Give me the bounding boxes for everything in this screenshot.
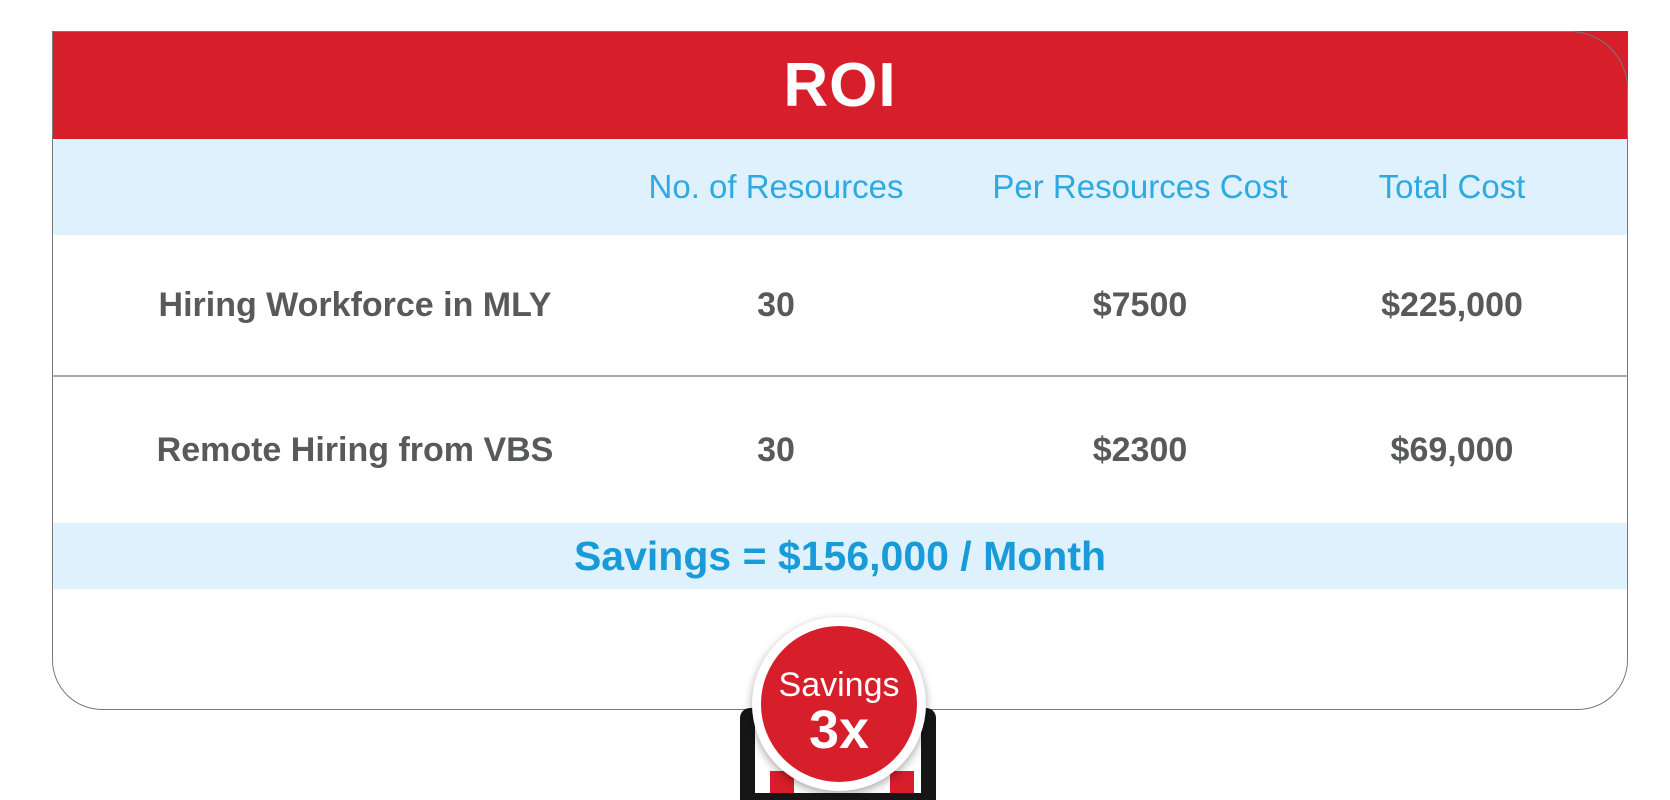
row-total-cost-value: $69,000 bbox=[1390, 430, 1514, 469]
row-divider bbox=[52, 375, 1628, 377]
row-per-cost-value: $2300 bbox=[1092, 430, 1188, 469]
row-per-cost-value: $7500 bbox=[1092, 285, 1188, 324]
badge-label: Savings bbox=[778, 666, 900, 704]
badge-backdrop-red-accent bbox=[770, 771, 794, 793]
savings-banner: Savings = $156,000 / Month bbox=[52, 523, 1628, 589]
savings-badge: Savings 3x bbox=[752, 617, 926, 791]
table-row-hiring-mly: Hiring Workforce in MLY 30 $7500 $225,00… bbox=[52, 235, 1628, 375]
table-row-remote-vbs: Remote Hiring from VBS 30 $2300 $69,000 bbox=[52, 377, 1628, 523]
row-resources-value: 30 bbox=[757, 285, 795, 324]
roi-header-bar: ROI bbox=[52, 31, 1628, 139]
row-resources-value: 30 bbox=[757, 430, 795, 469]
roi-title: ROI bbox=[783, 50, 897, 120]
badge-backdrop-red-accent bbox=[890, 771, 914, 793]
badge-text-stack: Savings 3x bbox=[778, 666, 900, 760]
column-header-per-cost: Per Resources Cost bbox=[992, 168, 1288, 205]
savings-text: Savings = $156,000 / Month bbox=[573, 532, 1107, 579]
roi-card: ROI No. of Resources Per Resources Cost … bbox=[52, 31, 1628, 710]
column-header-resources: No. of Resources bbox=[648, 168, 904, 205]
badge-multiplier: 3x bbox=[808, 700, 870, 760]
row-label: Remote Hiring from VBS bbox=[156, 430, 554, 469]
column-header-row: No. of Resources Per Resources Cost Tota… bbox=[52, 139, 1628, 235]
row-total-cost-value: $225,000 bbox=[1381, 285, 1523, 324]
row-label: Hiring Workforce in MLY bbox=[158, 285, 552, 324]
column-header-total-cost: Total Cost bbox=[1378, 168, 1526, 205]
